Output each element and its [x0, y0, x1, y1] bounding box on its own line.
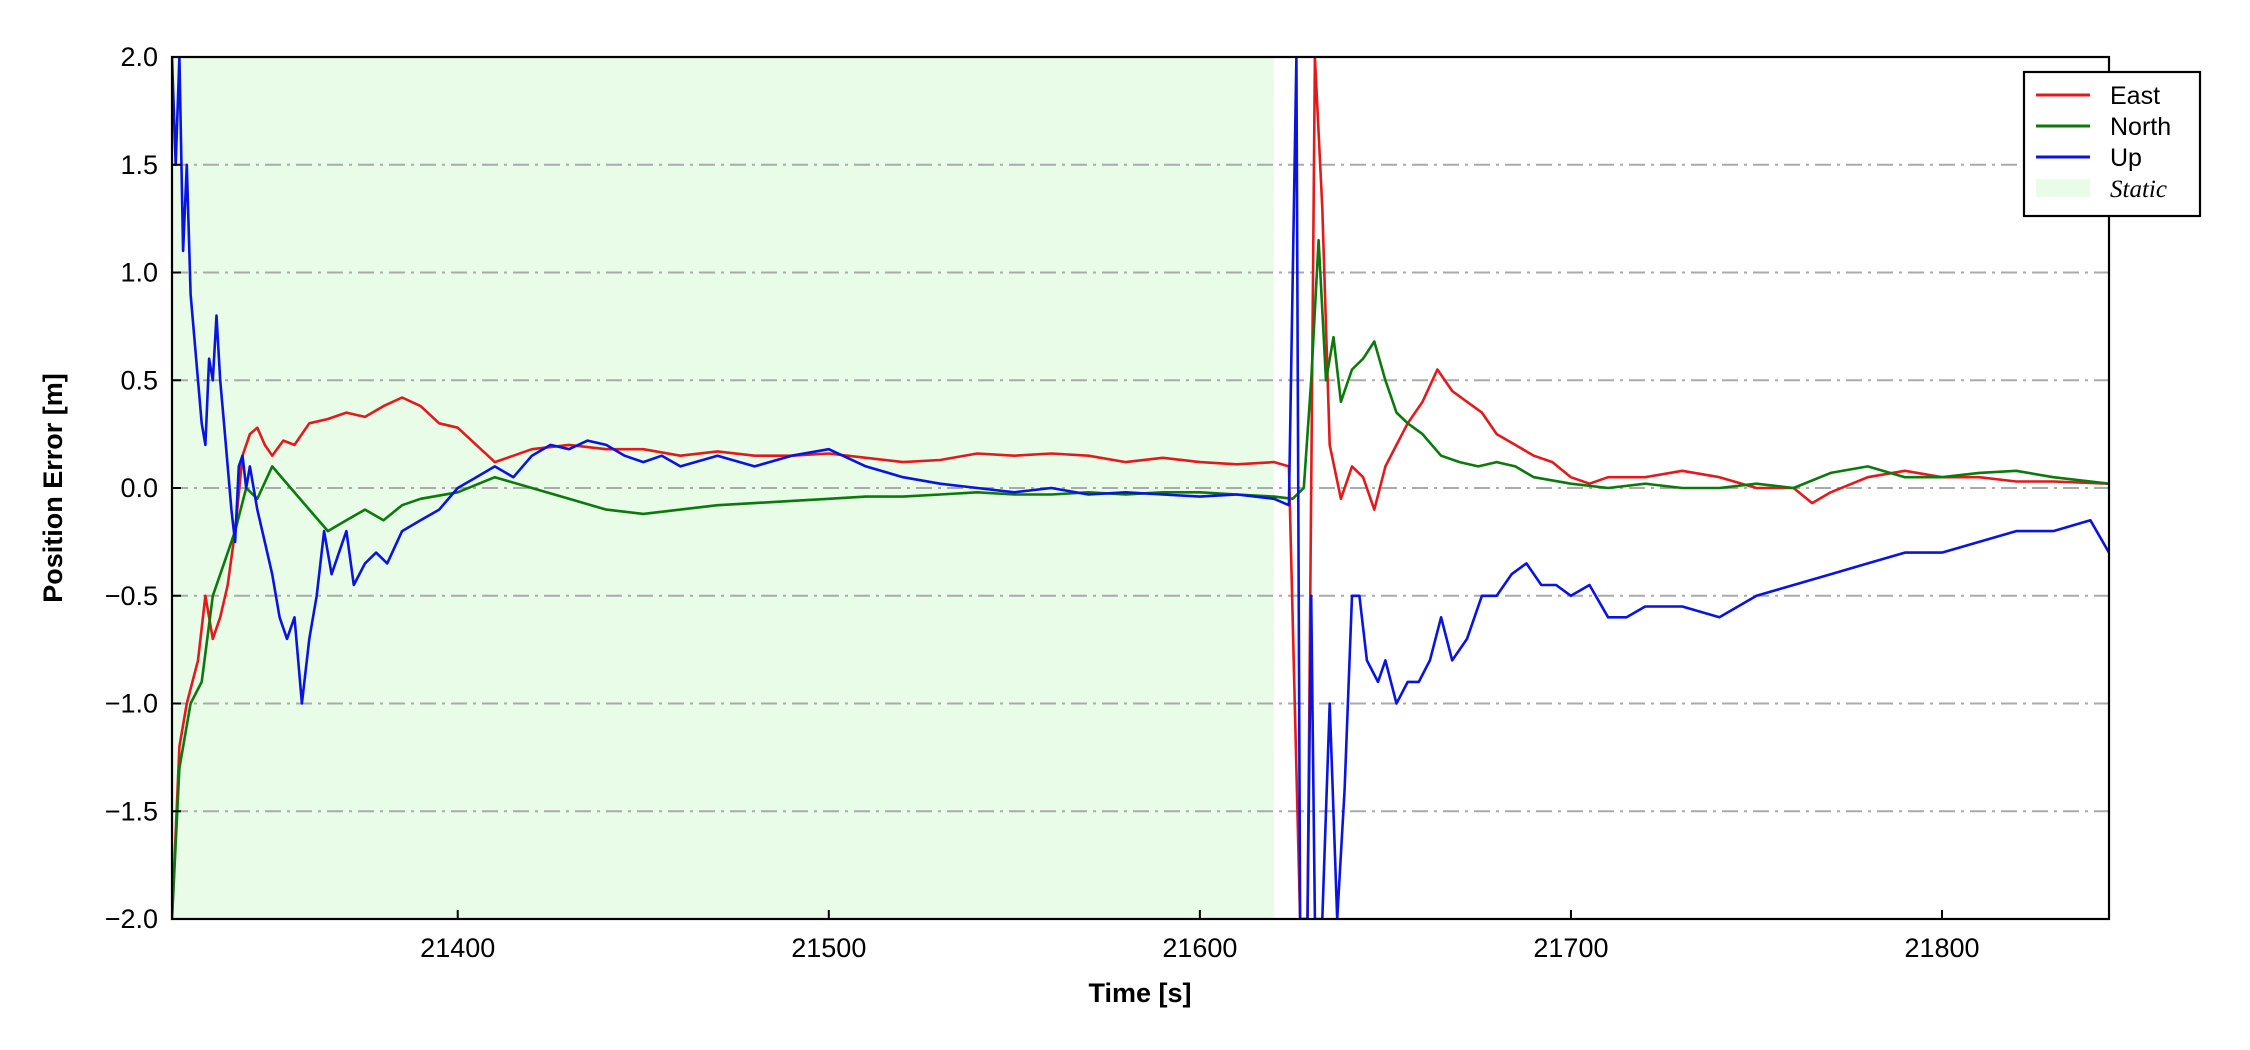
series-layer	[172, 57, 2109, 919]
legend-label-east: East	[2110, 82, 2160, 110]
legend-swatch-static	[2036, 179, 2090, 197]
series-line-up	[172, 57, 2109, 919]
x-tick-label: 21500	[791, 933, 866, 963]
x-tick-label: 21700	[1533, 933, 1608, 963]
x-tick-label: 21600	[1162, 933, 1237, 963]
y-tick-label: 1.5	[120, 150, 158, 180]
y-tick-label: 1.0	[120, 258, 158, 288]
x-tick-label: 21400	[420, 933, 495, 963]
y-tick-label: 0.5	[120, 365, 158, 395]
legend-label-up: Up	[2110, 144, 2142, 172]
y-axis-title: Position Error [m]	[38, 373, 68, 603]
legend: East North Up Static	[2022, 70, 2202, 218]
legend-label-north: North	[2110, 113, 2171, 141]
y-tick-label: −0.5	[105, 581, 158, 611]
series-line-east	[172, 57, 2109, 919]
series-line-north	[172, 238, 2109, 919]
x-tick-label: 21800	[1904, 933, 1979, 963]
tick-layer: 21400 21500 21600 21700 21800 −2.0 −1.5 −1.0 −0.…	[105, 42, 1980, 963]
y-tick-label: 0.0	[120, 473, 158, 503]
legend-label-static: Static	[2110, 176, 2167, 203]
y-tick-label: −2.0	[105, 904, 158, 934]
y-tick-label: −1.0	[105, 689, 158, 719]
y-tick-label: 2.0	[120, 42, 158, 72]
grid-layer	[172, 163, 2109, 813]
x-axis-title: Time [s]	[1088, 978, 1191, 1008]
y-tick-label: −1.5	[105, 796, 158, 826]
